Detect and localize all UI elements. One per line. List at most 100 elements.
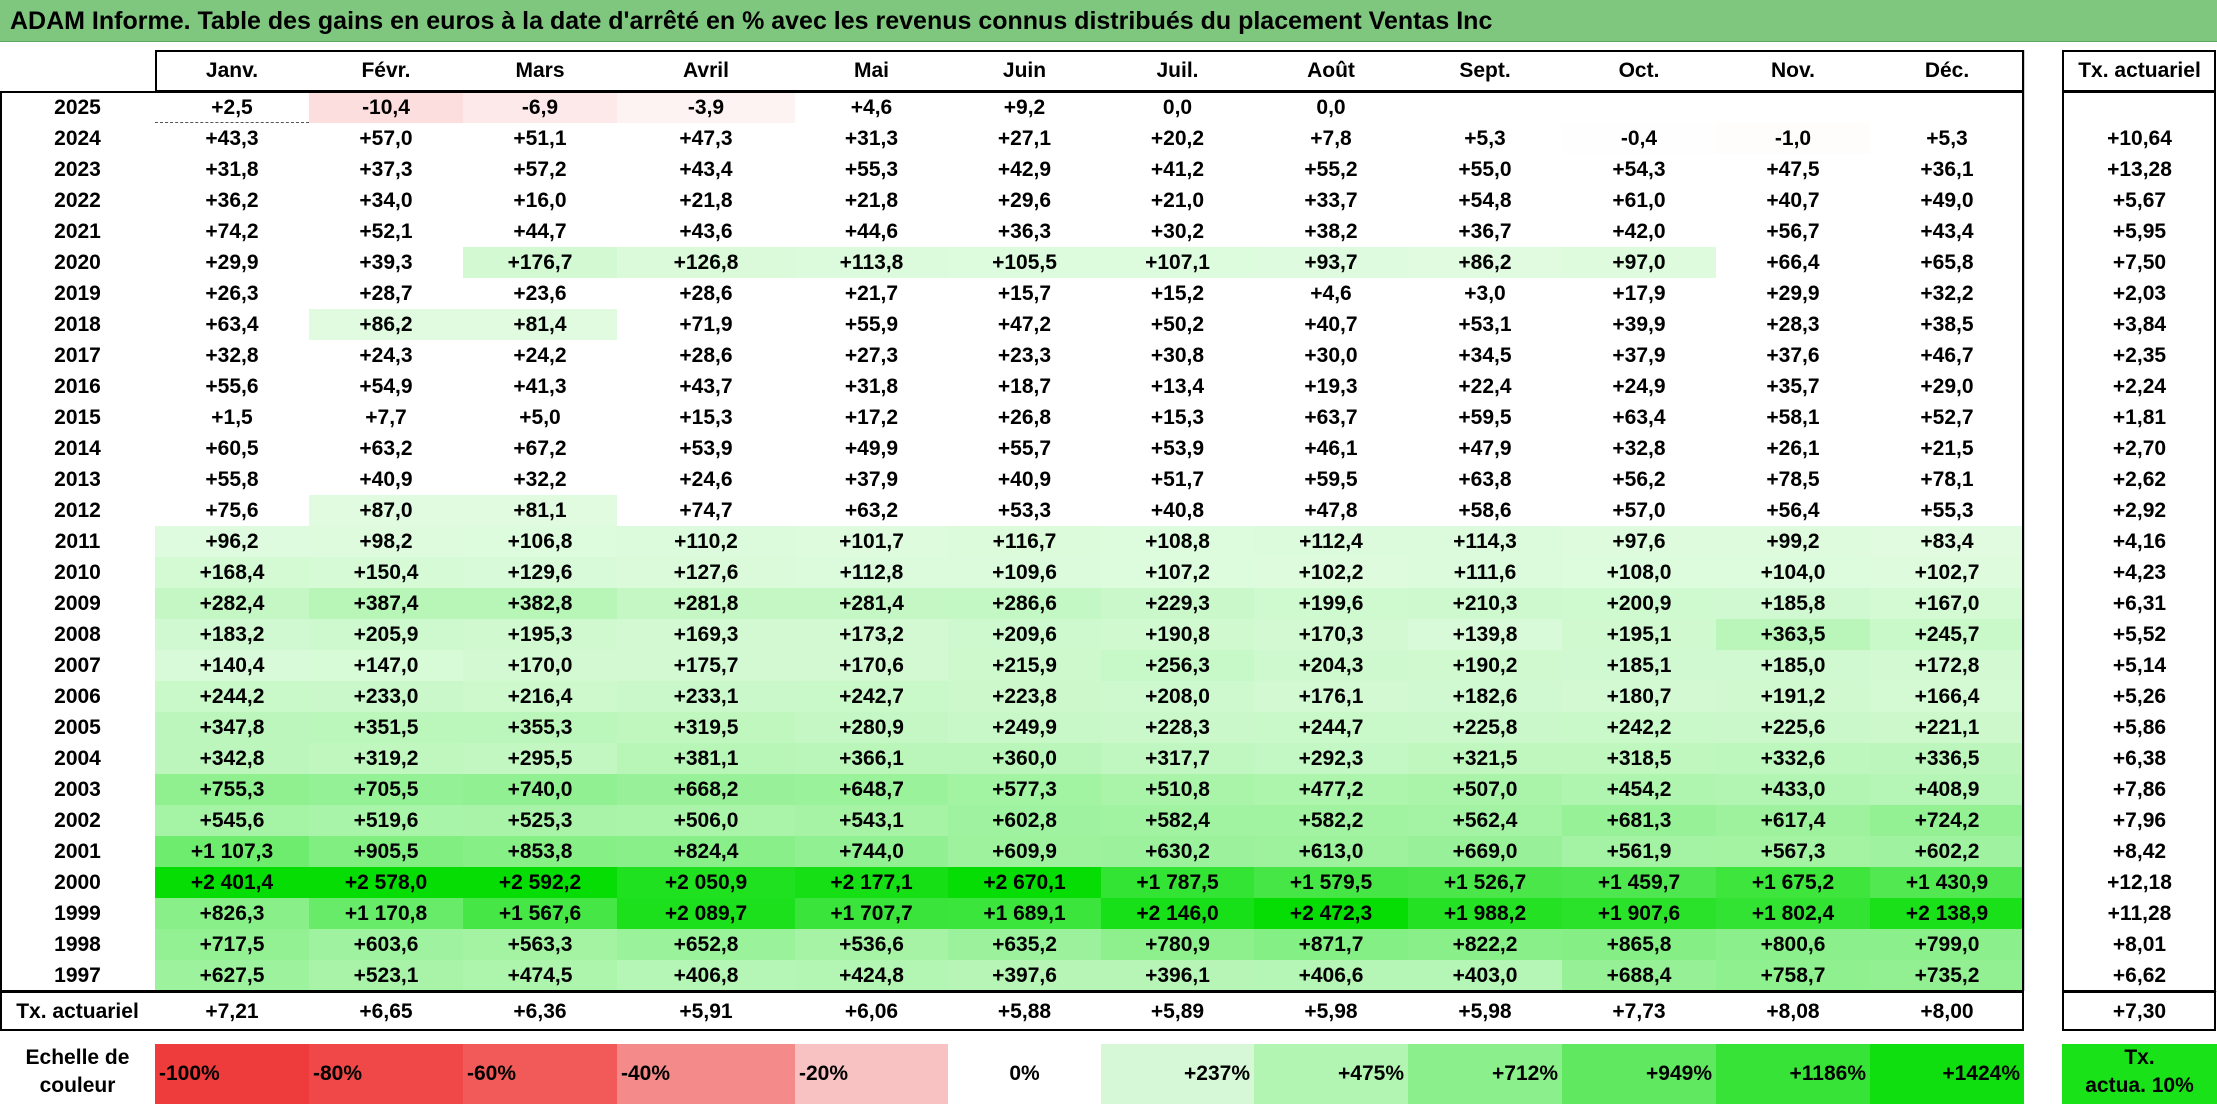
- footer-label: Tx. actuariel: [0, 993, 155, 1030]
- table-cell: +50,2: [1101, 309, 1254, 340]
- table-cell: +31,8: [795, 371, 948, 402]
- month-header: Mars: [463, 50, 617, 91]
- table-cell: +613,0: [1254, 836, 1408, 867]
- table-cell: +617,4: [1716, 805, 1870, 836]
- row-rate: +5,95: [2062, 216, 2217, 247]
- year-label: 2022: [0, 185, 155, 216]
- table-cell: +2 050,9: [617, 867, 795, 898]
- table-cell: +27,3: [795, 340, 948, 371]
- table-cell: +55,6: [155, 371, 309, 402]
- scale-label-line: couleur: [39, 1074, 116, 1097]
- table-cell: +2 401,4: [155, 867, 309, 898]
- table-cell: +113,8: [795, 247, 948, 278]
- table-cell: +93,7: [1254, 247, 1408, 278]
- table-cell: +545,6: [155, 805, 309, 836]
- year-label: 1999: [0, 898, 155, 929]
- table-cell: +24,9: [1562, 371, 1716, 402]
- table-cell: 0,0: [1101, 92, 1254, 123]
- table-cell: +21,8: [795, 185, 948, 216]
- table-cell: +104,0: [1716, 557, 1870, 588]
- table-cell: +627,5: [155, 960, 309, 991]
- table-cell: +800,6: [1716, 929, 1870, 960]
- table-cell: +454,2: [1562, 774, 1716, 805]
- table-cell: +225,8: [1408, 712, 1562, 743]
- table-cell: +107,1: [1101, 247, 1254, 278]
- table-cell: +74,7: [617, 495, 795, 526]
- table-cell: [1408, 92, 1562, 123]
- table-cell: +63,4: [1562, 402, 1716, 433]
- table-cell: +21,0: [1101, 185, 1254, 216]
- table-cell: +47,3: [617, 123, 795, 154]
- table-cell: +168,4: [155, 557, 309, 588]
- row-rate: [2062, 92, 2217, 123]
- table-cell: +47,8: [1254, 495, 1408, 526]
- year-label: 2021: [0, 216, 155, 247]
- table-cell: +56,7: [1716, 216, 1870, 247]
- table-cell: +15,3: [1101, 402, 1254, 433]
- year-label: 2013: [0, 464, 155, 495]
- table-cell: +47,9: [1408, 433, 1562, 464]
- table-cell: +53,9: [1101, 433, 1254, 464]
- table-cell: +40,9: [309, 464, 463, 495]
- year-label: 2024: [0, 123, 155, 154]
- year-label: 2009: [0, 588, 155, 619]
- table-cell: +43,4: [617, 154, 795, 185]
- table-cell: +525,3: [463, 805, 617, 836]
- table-cell: +43,6: [617, 216, 795, 247]
- table-cell: +43,4: [1870, 216, 2024, 247]
- scale-swatch: +1186%: [1716, 1044, 1870, 1104]
- table-cell: +717,5: [155, 929, 309, 960]
- row-rate: +2,92: [2062, 495, 2217, 526]
- table-cell: +1 526,7: [1408, 867, 1562, 898]
- table-cell: +318,5: [1562, 743, 1716, 774]
- table-cell: -6,9: [463, 92, 617, 123]
- row-rate: +5,86: [2062, 712, 2217, 743]
- table-cell: +21,5: [1870, 433, 2024, 464]
- table-cell: -3,9: [617, 92, 795, 123]
- year-label: 2005: [0, 712, 155, 743]
- table-cell: +26,1: [1716, 433, 1870, 464]
- table-cell: +17,9: [1562, 278, 1716, 309]
- table-cell: +35,7: [1716, 371, 1870, 402]
- table-cell: +244,7: [1254, 712, 1408, 743]
- table-cell: +106,8: [463, 526, 617, 557]
- table-cell: +292,3: [1254, 743, 1408, 774]
- month-header: Avril: [617, 50, 795, 91]
- table-cell: +740,0: [463, 774, 617, 805]
- table-cell: +229,3: [1101, 588, 1254, 619]
- table-cell: +382,8: [463, 588, 617, 619]
- table-cell: +406,8: [617, 960, 795, 991]
- scale-rate-line: actua. 10%: [2085, 1074, 2194, 1097]
- table-cell: +1 689,1: [948, 898, 1101, 929]
- table-cell: +199,6: [1254, 588, 1408, 619]
- table-cell: +755,3: [155, 774, 309, 805]
- table-cell: +140,4: [155, 650, 309, 681]
- table-cell: +55,2: [1254, 154, 1408, 185]
- table-cell: +150,4: [309, 557, 463, 588]
- table-cell: +111,6: [1408, 557, 1562, 588]
- table-cell: +865,8: [1562, 929, 1716, 960]
- footer-rate: +6,65: [309, 993, 463, 1030]
- table-cell: +16,0: [463, 185, 617, 216]
- scale-rate-swatch: Tx. actua. 10%: [2062, 1044, 2217, 1104]
- month-header: Nov.: [1716, 50, 1870, 91]
- table-cell: +63,2: [309, 433, 463, 464]
- table-cell: +319,2: [309, 743, 463, 774]
- table-cell: +215,9: [948, 650, 1101, 681]
- table-cell: +81,1: [463, 495, 617, 526]
- table-cell: +233,0: [309, 681, 463, 712]
- table-cell: +688,4: [1562, 960, 1716, 991]
- table-cell: +37,6: [1716, 340, 1870, 371]
- footer-rate: +5,88: [948, 993, 1101, 1030]
- table-cell: +31,8: [155, 154, 309, 185]
- year-label: 2017: [0, 340, 155, 371]
- table-cell: +18,7: [948, 371, 1101, 402]
- table-cell: +29,9: [155, 247, 309, 278]
- table-cell: +256,3: [1101, 650, 1254, 681]
- table-cell: -0,4: [1562, 123, 1716, 154]
- table-cell: +29,9: [1716, 278, 1870, 309]
- table-cell: +65,8: [1870, 247, 2024, 278]
- year-label: 2000: [0, 867, 155, 898]
- table-cell: +477,2: [1254, 774, 1408, 805]
- table-cell: +46,1: [1254, 433, 1408, 464]
